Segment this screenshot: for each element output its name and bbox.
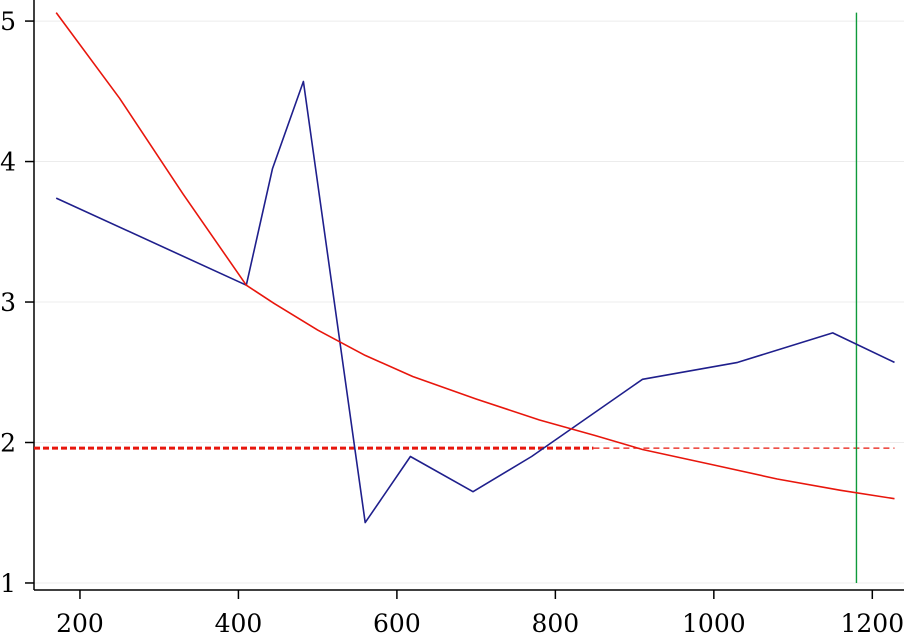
axes: [33, 0, 904, 591]
x-tick-label: 600: [373, 609, 421, 638]
y-tick-label: 4: [0, 148, 16, 177]
series-line-2: [55, 12, 895, 500]
x-tick-label: 200: [56, 609, 104, 638]
series-line-1: [55, 80, 895, 524]
reference-lines: [34, 12, 895, 583]
x-tick-label: 1000: [682, 609, 746, 638]
y-tick-label: 1: [0, 569, 16, 598]
x-tick-label: 400: [215, 609, 263, 638]
y-axis-ticks: 1 2 3 4 5: [0, 7, 34, 598]
grid-lines: [34, 20, 904, 584]
series-lines: [55, 12, 895, 524]
x-axis-ticks: 200 400 600 800 1000 1200: [56, 590, 904, 638]
y-tick-label: 3: [0, 288, 16, 317]
y-tick-label: 2: [0, 429, 16, 458]
x-tick-label: 1200: [840, 609, 904, 638]
y-tick-label: 5: [0, 7, 16, 36]
x-tick-label: 800: [532, 609, 580, 638]
